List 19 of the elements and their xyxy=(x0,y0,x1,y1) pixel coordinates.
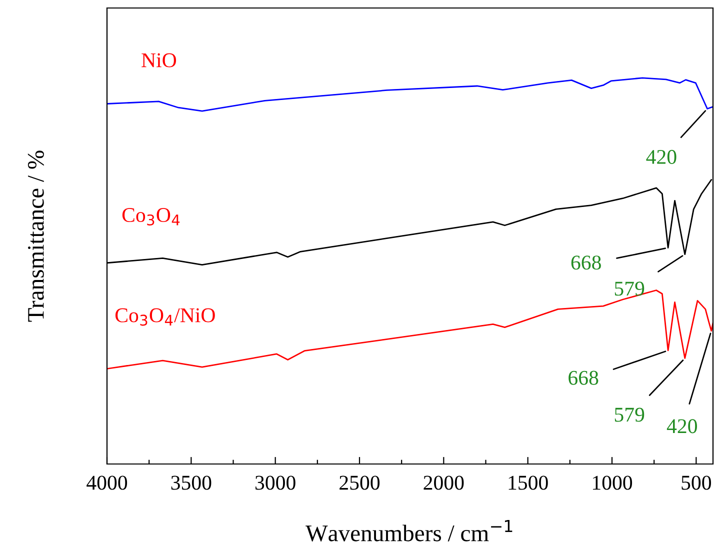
annotation: 579 xyxy=(614,408,644,422)
series-label: NiO xyxy=(142,53,176,68)
series-label: Co$_{3}$O$_{4}$ xyxy=(122,208,180,226)
x-tick-label: 500 xyxy=(682,476,711,490)
x-tick-label: 2500 xyxy=(340,476,380,490)
annotation: 420 xyxy=(666,419,697,434)
x-tick-label: 4000 xyxy=(86,476,128,490)
x-axis-title: Wavenumbers / cm$^{−1}$ xyxy=(306,520,512,542)
annotation: 579 xyxy=(614,282,644,296)
annotation: 420 xyxy=(646,150,676,164)
x-tick-label: 3500 xyxy=(171,476,212,490)
x-tick-label: 3000 xyxy=(255,476,296,490)
x-tick-label: 1000 xyxy=(593,476,632,490)
annotation: 668 xyxy=(568,370,598,385)
series-label: Co$_{3}$O$_{4}$/NiO xyxy=(115,308,215,326)
x-tick-label: 2000 xyxy=(424,476,464,490)
annotation: 668 xyxy=(571,256,601,270)
x-tick-label: 1500 xyxy=(508,476,548,490)
y-axis-title: Transmittance / % xyxy=(28,150,44,322)
